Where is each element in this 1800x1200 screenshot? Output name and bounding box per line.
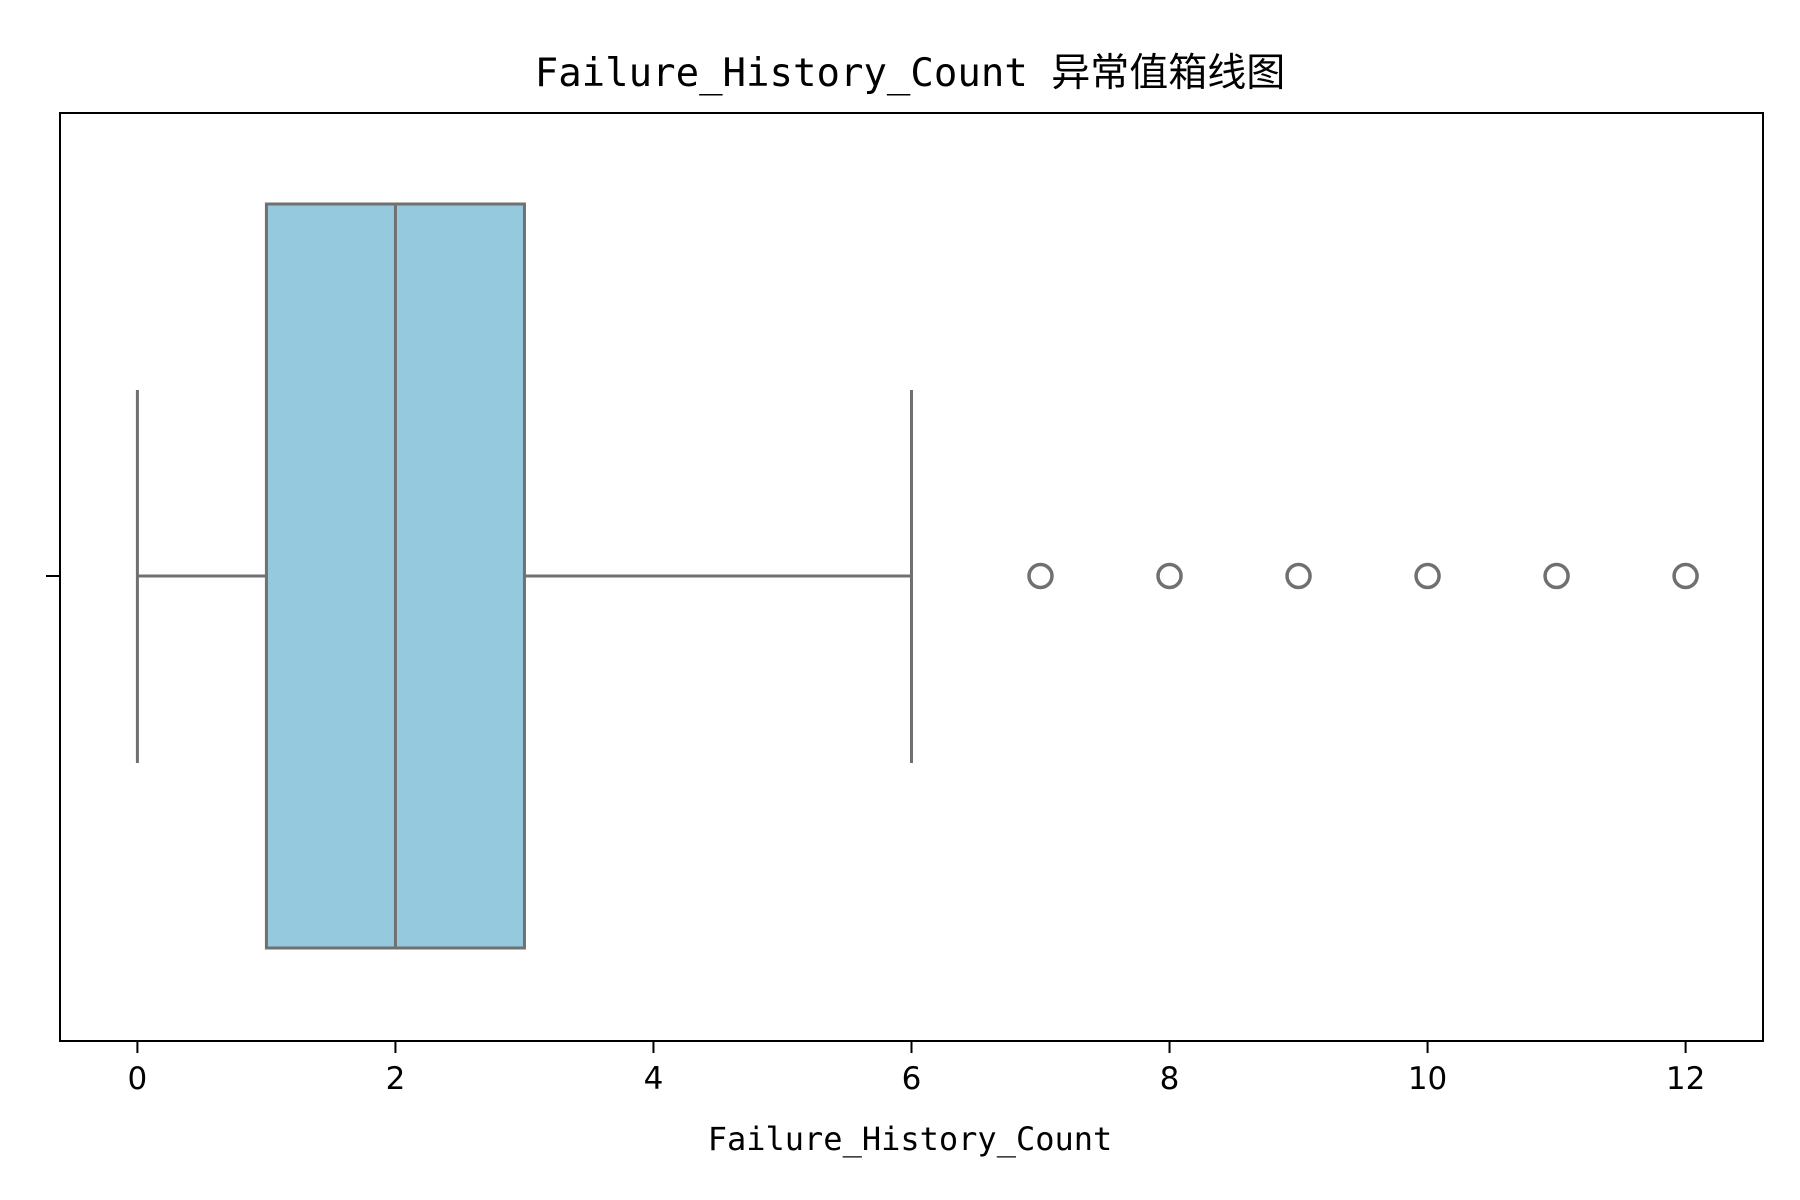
- x-tick-label: 12: [1666, 1061, 1705, 1097]
- x-tick-label: 6: [902, 1061, 922, 1097]
- outlier-point: [1414, 562, 1441, 590]
- x-tick-label: 4: [644, 1061, 664, 1097]
- outlier-point: [1027, 562, 1054, 590]
- x-tick-label: 8: [1160, 1061, 1180, 1097]
- chart-title: Failure_History_Count 异常值箱线图: [535, 51, 1286, 96]
- outlier-point: [1156, 562, 1183, 590]
- outlier-point: [1672, 562, 1699, 590]
- x-tick-label: 10: [1408, 1061, 1447, 1097]
- boxplot-marks: [135, 202, 1699, 950]
- outlier-point: [1285, 562, 1312, 590]
- x-tick-label: 0: [128, 1061, 148, 1097]
- x-axis-label: Failure_History_Count: [708, 1120, 1113, 1158]
- outlier-point: [1543, 562, 1570, 590]
- x-axis-ticks: 0 2 4 6 8 10 12: [128, 1041, 1705, 1097]
- x-tick-label: 2: [386, 1061, 406, 1097]
